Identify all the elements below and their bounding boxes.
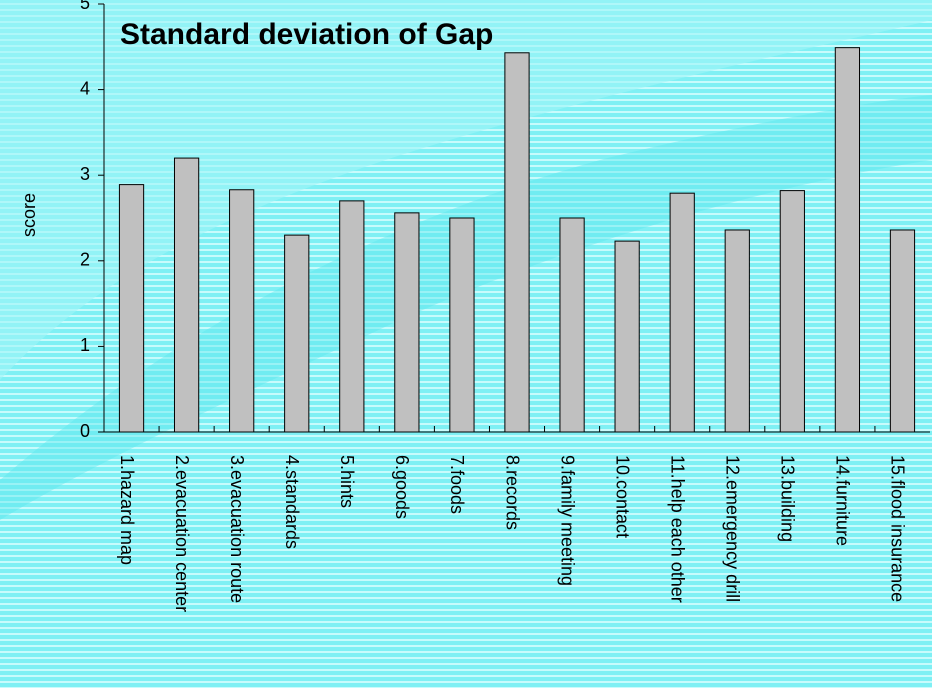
x-tick-label: 8.records bbox=[502, 455, 522, 530]
bar bbox=[615, 241, 639, 432]
x-tick-label: 10.contact bbox=[612, 455, 632, 538]
y-tick-label: 5 bbox=[80, 0, 90, 13]
x-tick-label: 3.evacuation route bbox=[227, 455, 247, 603]
x-tick-label: 7.foods bbox=[447, 455, 467, 514]
y-tick-label: 3 bbox=[80, 164, 90, 184]
bar bbox=[395, 213, 419, 432]
x-tick-label: 9.family meeting bbox=[557, 455, 577, 586]
bar bbox=[835, 48, 859, 432]
y-axis-label: score bbox=[19, 193, 39, 237]
x-tick-label: 6.goods bbox=[392, 455, 412, 519]
x-tick-label: 13.building bbox=[778, 455, 798, 542]
y-tick-label: 0 bbox=[80, 421, 90, 441]
bar bbox=[780, 191, 804, 432]
bar bbox=[174, 158, 198, 432]
chart: Standard deviation of Gap score 0 1 2 3 4 5 1.… bbox=[0, 0, 932, 688]
bar bbox=[890, 230, 914, 432]
x-tick-label: 14.furniture bbox=[833, 455, 853, 546]
bar bbox=[230, 190, 254, 432]
bar bbox=[560, 218, 584, 432]
x-tick-label: 2.evacuation center bbox=[172, 455, 192, 612]
bar bbox=[505, 53, 529, 432]
y-tick-label: 1 bbox=[80, 335, 90, 355]
chart-title: Standard deviation of Gap bbox=[120, 18, 493, 51]
y-tick-label: 2 bbox=[80, 250, 90, 270]
x-tick-label: 1.hazard map bbox=[117, 455, 137, 565]
bar bbox=[670, 193, 694, 432]
x-tick-label: 4.standards bbox=[282, 455, 302, 549]
bar bbox=[450, 218, 474, 432]
y-tick-label: 4 bbox=[80, 78, 90, 98]
x-tick-label: 5.hints bbox=[337, 455, 357, 508]
x-tick-label: 15.flood insurance bbox=[888, 455, 908, 602]
bar bbox=[340, 201, 364, 432]
bar bbox=[725, 230, 749, 432]
x-tick-label: 12.emergency drill bbox=[723, 455, 743, 602]
x-tick-label: 11.help each other bbox=[667, 455, 687, 603]
bar bbox=[285, 235, 309, 432]
bar bbox=[119, 185, 143, 432]
